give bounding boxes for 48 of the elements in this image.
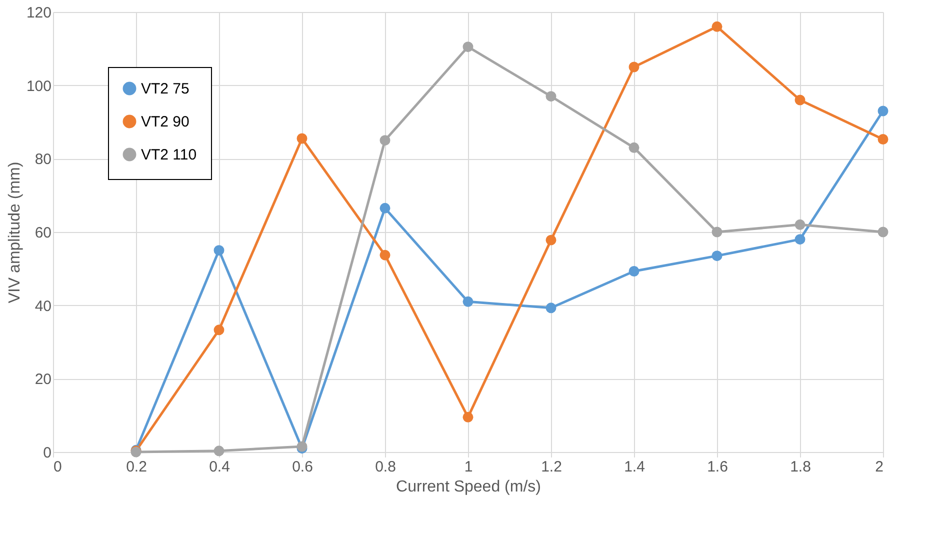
y-tick-label: 0 [43,444,52,462]
point [380,250,390,260]
point [878,134,888,144]
point [214,324,224,336]
point [296,133,308,144]
point [712,21,722,32]
point [380,202,390,214]
y-tick-label: 60 [34,224,52,242]
point [546,302,556,314]
x-tick-label: 0.6 [292,458,313,476]
y-tick-label: 120 [26,4,52,22]
point [214,245,224,256]
point [878,106,888,116]
point [712,250,722,262]
point [628,142,640,153]
point [546,91,556,102]
x-tick-label: 1.4 [624,458,645,476]
point [794,234,806,245]
x-tick-label: 1.6 [707,458,728,476]
x-tick-label: 0.2 [126,458,147,476]
x-tick-label: 0.8 [375,458,396,476]
legend-label: VT2 75 [141,80,190,98]
point [794,94,806,106]
x-tick-label: 0.4 [209,458,230,476]
point [628,62,640,72]
point [380,135,390,146]
point [628,266,640,276]
x-axis-title: Current Speed (m/s) [396,478,541,496]
legend-label: VT2 90 [141,114,190,130]
point [878,226,888,238]
y-tick-label: 40 [34,298,52,315]
x-tick-label: 1.8 [790,458,811,476]
y-tick-label: 20 [34,371,52,388]
point [546,234,556,246]
legend-label: VT2 110 [141,146,197,164]
y-axis-title: VIV amplitude (mm) [6,162,24,304]
x-tick-label: 1.2 [541,458,562,476]
point [462,412,474,422]
x-tick-label: 1 [464,458,473,476]
y-tick-label: 100 [26,78,52,95]
point [462,42,474,52]
point [214,446,224,456]
point [712,226,722,238]
y-tick-label: 80 [34,151,52,168]
x-tick-label: 0 [54,458,62,476]
point [794,219,806,230]
point [462,296,474,307]
x-tick-label: 2 [875,458,884,476]
